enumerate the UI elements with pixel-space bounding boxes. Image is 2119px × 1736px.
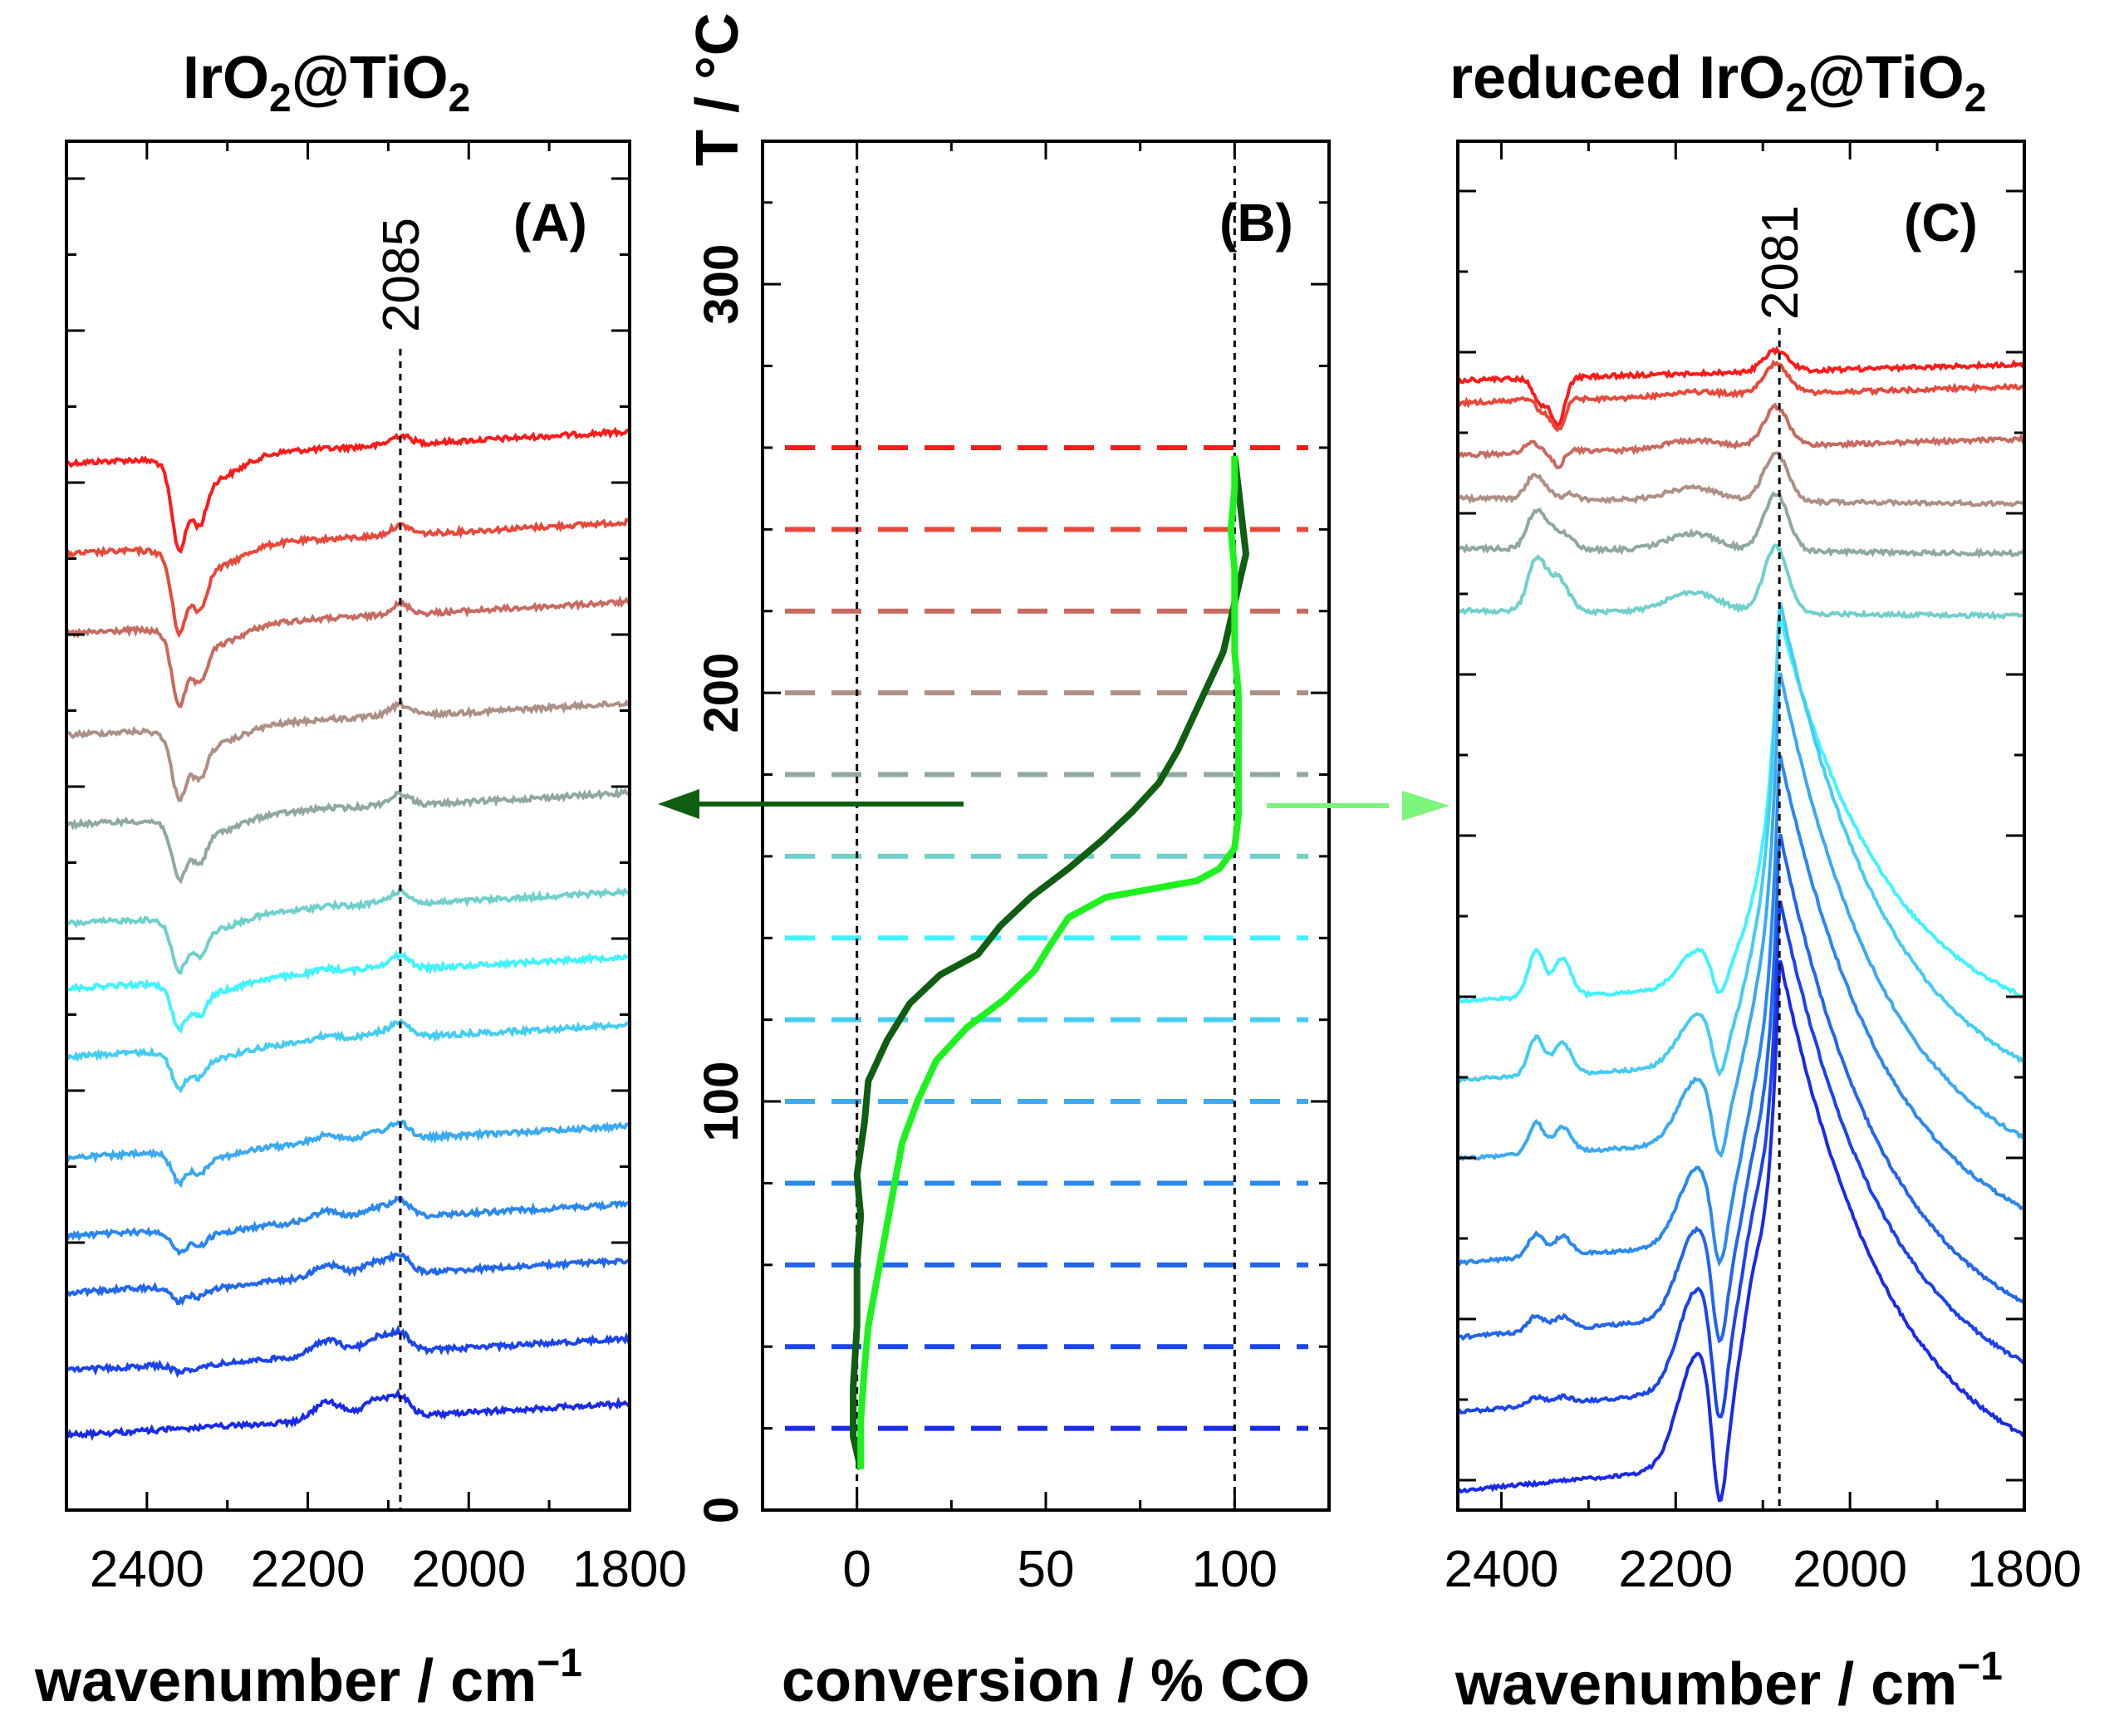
panel-a-spectrum [65,1388,631,1441]
panel-a: 2085 2400 2200 2000 1800 (A) wavenumber / c… [34,140,687,1714]
panel-a-spectrum [65,1250,630,1307]
panel-a-spectrum [65,426,631,554]
panel-a-x-tick-label: 2000 [411,1541,526,1598]
conversion-series-line [850,455,1249,1470]
panel-c-spectrum [1456,617,2025,1004]
panel-c-spectra [1456,346,2026,1503]
panel-a-x-tick-label: 1800 [572,1541,687,1598]
panel-a-reference-label: 2085 [373,218,430,332]
panel-a-spectrum [65,786,630,885]
panel-c-spectrum [1457,754,2025,1268]
panel-b-x-ticks: 0 50 100 [761,141,1331,1598]
panel-c-x-tick-label: 2200 [1618,1541,1733,1598]
panel-b-y-tick-label: 300 [694,244,748,325]
panel-c-spectrum [1456,602,2025,1085]
panel-b-y-tick-label: 0 [694,1497,748,1523]
panel-c-x-tick-label: 2400 [1444,1541,1558,1598]
panel-b-y-axis-label: T / °C [684,12,751,166]
panel-c-spectrum [1456,491,2026,559]
panel-c: 2081 2400 2200 2000 1800 (C) wavenumber / c… [1444,140,2082,1718]
panel-c-spectrum [1456,359,2025,433]
panel-b-y-tick-label: 200 [694,653,748,733]
panel-a-frame [65,140,631,1512]
panel-a-spectrum [66,517,631,639]
panel-a-spectrum [66,1018,631,1094]
panel-c-reference-label: 2081 [1752,205,1809,320]
panel-c-spectrum [1457,672,2025,1162]
panel-a-spectrum [65,1325,631,1379]
panel-b-y-ticks: 0 100 200 300 [694,201,1329,1523]
panel-b-series [850,455,1249,1470]
panel-c-x-tick-label: 2000 [1793,1541,1907,1598]
panel-c-x-axis-label: wavenumber / cm−1 [1454,1645,2003,1718]
panel-a-tag: (A) [513,193,587,253]
panel-c-spectrum [1457,960,2025,1503]
panel-a-spectrum [65,699,630,802]
panel-b-y-tick-label: 100 [694,1062,748,1142]
conversion-series-line [857,455,1242,1469]
panel-a-spectra [65,426,631,1441]
panel-b-x-tick-label: 50 [1018,1541,1075,1598]
panel-b-x-tick-label: 0 [842,1541,871,1598]
panel-a-x-tick-label: 2200 [251,1541,365,1598]
panel-c-spectrum [1456,402,2026,470]
panel-c-frame [1456,140,2026,1512]
panel-c-spectrum [1457,451,2026,508]
panel-b-tag: (B) [1219,193,1293,253]
panel-a-x-axis-label: wavenumber / cm−1 [34,1641,582,1714]
panel-b-x-axis-label: conversion / % CO [782,1648,1310,1714]
panel-a-spectrum [65,886,631,975]
panel-a-title: IrO2@TiO2 [183,45,470,120]
panel-a-x-tick-label: 2400 [90,1541,204,1598]
arrow-left-head-icon [658,789,699,819]
panel-b-frame [761,140,1331,1512]
panel-a-spectrum [65,1194,630,1257]
panel-a-spectrum [66,949,631,1034]
panel-c-spectrum [1456,543,2025,620]
panel-a-spectrum [65,595,631,709]
panel-a-x-ticks: 2400 2200 2000 1800 [65,141,687,1598]
panel-b-reference-lines [856,166,1236,1510]
panel-b-x-tick-label: 100 [1192,1541,1278,1598]
panel-c-tag: (C) [1904,193,1978,253]
panel-b-temperature-levels [785,444,1308,1431]
panel-c-spectrum [1457,833,2026,1344]
panel-c-spectrum [1456,346,2026,429]
panel-c-x-ticks: 2400 2200 2000 1800 [1444,141,2082,1598]
panel-c-title: reduced IrO2@TiO2 [1449,45,1986,120]
panel-c-x-tick-label: 1800 [1967,1541,2082,1598]
panel-c-spectrum [1456,900,2025,1419]
arrow-right-head-icon [1402,791,1449,821]
panel-a-spectrum [65,1119,630,1189]
